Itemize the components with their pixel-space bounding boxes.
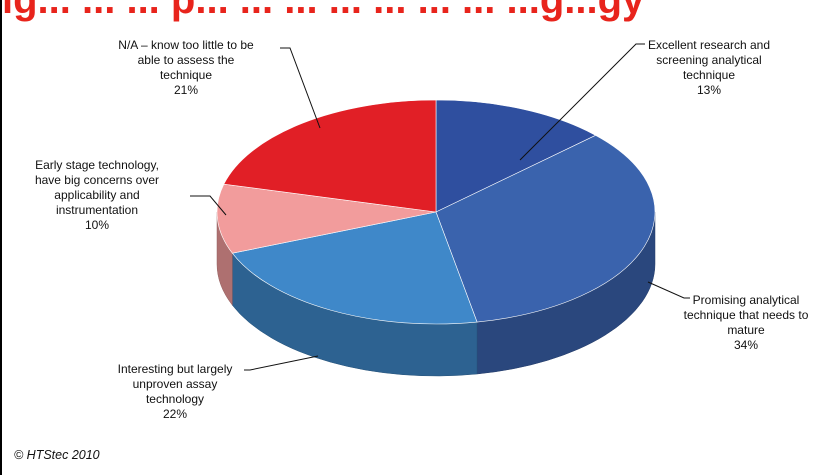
label-promising-line2: technique that needs to [683,308,809,322]
label-interesting-line2: unproven assay [132,377,218,391]
label-excellent: Excellent research and screening analyti… [624,38,794,98]
label-early-line2: have big concerns over [34,173,160,187]
label-excellent-value: 13% [696,83,722,97]
label-promising-line1: Promising analytical [692,293,800,307]
pie-top-faces [216,99,656,325]
leader-interesting [244,355,319,371]
label-excellent-line2: screening analytical [656,53,762,67]
pie-slice-4 [223,99,437,213]
frame-border [0,0,2,475]
pie-slice-1 [435,134,656,323]
label-excellent-line3: technique [682,68,736,82]
label-interesting-line1: Interesting but largely [117,362,233,376]
leader-early [190,195,227,216]
label-interesting-line3: technology [145,392,205,406]
label-na-value: 21% [173,83,199,97]
leader-lines [190,43,690,371]
leader-na [280,47,321,129]
title-text: ig... ... ... p... ... ... ... ... ... .… [2,0,645,22]
label-early-line3: applicability and [54,188,140,202]
label-promising-line3: mature [727,323,765,337]
pie-side-walls [216,211,656,377]
label-early: Early stage technology, have big concern… [8,158,186,233]
pie-slice-0 [435,99,597,213]
pie-slice-2 [231,211,478,325]
label-na-line1: N/A – know too little to be [118,38,254,52]
label-excellent-line1: Excellent research and [647,38,771,52]
label-na-line2: able to assess the [137,53,235,67]
leader-excellent [519,43,645,161]
label-interesting: Interesting but largely unproven assay t… [90,362,260,422]
leader-promising [647,281,690,299]
label-na-line3: technique [159,68,213,82]
label-early-line4: instrumentation [55,203,139,217]
chart-title-fragment: ig... ... ... p... ... ... ... ... ... .… [2,0,818,22]
label-early-value: 10% [84,218,110,232]
label-promising-value: 34% [733,338,759,352]
copyright-footer: © HTStec 2010 [14,448,100,462]
label-early-line1: Early stage technology, [35,158,159,172]
label-na: N/A – know too little to be able to asse… [96,38,276,98]
label-interesting-value: 22% [162,407,188,421]
label-promising: Promising analytical technique that need… [676,293,816,353]
pie-slice-3 [216,183,437,254]
